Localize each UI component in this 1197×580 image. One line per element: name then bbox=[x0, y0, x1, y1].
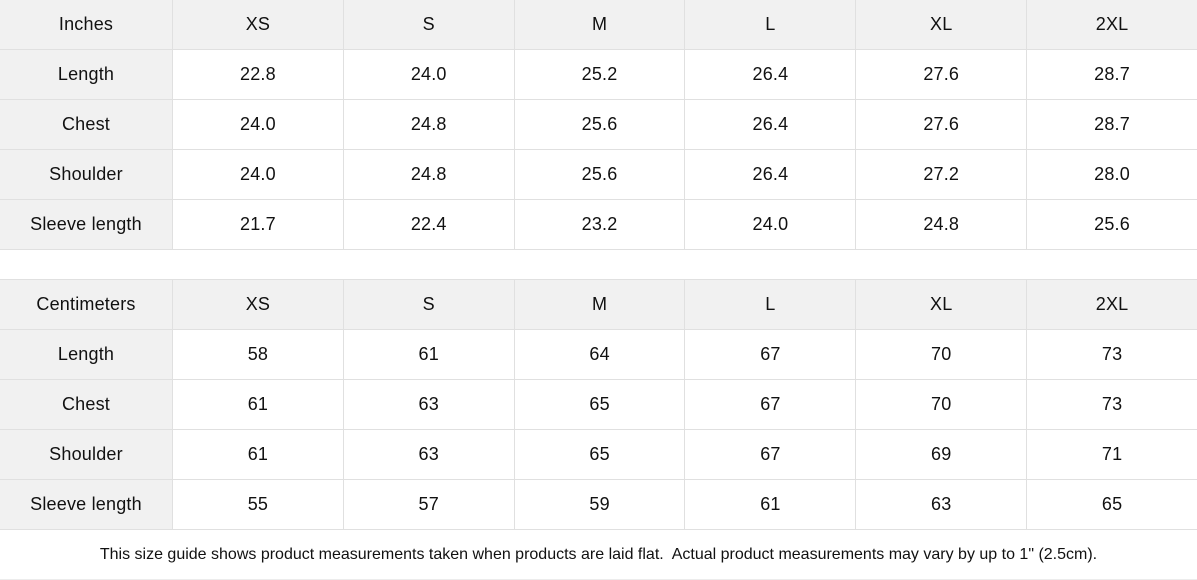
value-cell: 26.4 bbox=[684, 50, 856, 100]
measurement-label-cell: Length bbox=[0, 50, 172, 100]
size-header-cell-xs: XS bbox=[172, 0, 343, 50]
value-cell: 73 bbox=[1026, 330, 1197, 380]
value-cell: 65 bbox=[1026, 480, 1197, 530]
size-header-cell-m: M bbox=[513, 280, 685, 330]
centimeters-header-row: Centimeters XS S M L XL 2XL bbox=[0, 280, 1197, 330]
value-cell: 57 bbox=[342, 480, 514, 530]
value-cell: 61 bbox=[172, 430, 343, 480]
measurement-label-cell: Sleeve length bbox=[0, 480, 172, 530]
value-cell: 70 bbox=[855, 330, 1027, 380]
size-header-cell-l: L bbox=[684, 0, 856, 50]
measurement-label-cell: Chest bbox=[0, 100, 172, 150]
value-cell: 28.7 bbox=[1026, 100, 1197, 150]
size-header-cell-l: L bbox=[684, 280, 856, 330]
value-cell: 24.8 bbox=[342, 150, 514, 200]
value-cell: 24.0 bbox=[172, 150, 343, 200]
value-cell: 26.4 bbox=[684, 100, 856, 150]
size-header-cell-xl: XL bbox=[855, 280, 1027, 330]
value-cell: 28.0 bbox=[1026, 150, 1197, 200]
value-cell: 63 bbox=[342, 380, 514, 430]
measurement-label-cell: Chest bbox=[0, 380, 172, 430]
measurement-label-cell: Sleeve length bbox=[0, 200, 172, 250]
table-row-length: Length 22.8 24.0 25.2 26.4 27.6 28.7 bbox=[0, 50, 1197, 100]
size-header-cell-xs: XS bbox=[172, 280, 343, 330]
unit-header-cell: Inches bbox=[0, 0, 172, 50]
value-cell: 24.0 bbox=[172, 100, 343, 150]
value-cell: 67 bbox=[684, 380, 856, 430]
value-cell: 27.6 bbox=[855, 100, 1027, 150]
value-cell: 64 bbox=[513, 330, 685, 380]
value-cell: 25.6 bbox=[513, 100, 685, 150]
measurement-label-cell: Length bbox=[0, 330, 172, 380]
value-cell: 71 bbox=[1026, 430, 1197, 480]
value-cell: 67 bbox=[684, 430, 856, 480]
value-cell: 73 bbox=[1026, 380, 1197, 430]
value-cell: 61 bbox=[172, 380, 343, 430]
value-cell: 28.7 bbox=[1026, 50, 1197, 100]
value-cell: 22.4 bbox=[342, 200, 514, 250]
value-cell: 67 bbox=[684, 330, 856, 380]
value-cell: 25.6 bbox=[513, 150, 685, 200]
value-cell: 24.8 bbox=[855, 200, 1027, 250]
size-header-cell-m: M bbox=[513, 0, 685, 50]
value-cell: 65 bbox=[513, 430, 685, 480]
value-cell: 24.8 bbox=[342, 100, 514, 150]
table-row-sleeve-length: Sleeve length 55 57 59 61 63 65 bbox=[0, 480, 1197, 530]
value-cell: 24.0 bbox=[342, 50, 514, 100]
table-row-length: Length 58 61 64 67 70 73 bbox=[0, 330, 1197, 380]
table-row-chest: Chest 61 63 65 67 70 73 bbox=[0, 380, 1197, 430]
value-cell: 22.8 bbox=[172, 50, 343, 100]
value-cell: 63 bbox=[342, 430, 514, 480]
value-cell: 59 bbox=[513, 480, 685, 530]
value-cell: 55 bbox=[172, 480, 343, 530]
value-cell: 69 bbox=[855, 430, 1027, 480]
value-cell: 27.6 bbox=[855, 50, 1027, 100]
size-header-cell-xl: XL bbox=[855, 0, 1027, 50]
footnote: This size guide shows product measuremen… bbox=[0, 530, 1197, 580]
table-row-shoulder: Shoulder 24.0 24.8 25.6 26.4 27.2 28.0 bbox=[0, 150, 1197, 200]
size-header-cell-2xl: 2XL bbox=[1026, 0, 1197, 50]
unit-header-cell: Centimeters bbox=[0, 280, 172, 330]
centimeters-table: Centimeters XS S M L XL 2XL Length 58 61… bbox=[0, 280, 1197, 530]
size-header-cell-s: S bbox=[342, 280, 514, 330]
measurement-label-cell: Shoulder bbox=[0, 150, 172, 200]
value-cell: 24.0 bbox=[684, 200, 856, 250]
value-cell: 27.2 bbox=[855, 150, 1027, 200]
inches-table: Inches XS S M L XL 2XL Length 22.8 24.0 … bbox=[0, 0, 1197, 250]
table-row-shoulder: Shoulder 61 63 65 67 69 71 bbox=[0, 430, 1197, 480]
value-cell: 65 bbox=[513, 380, 685, 430]
size-header-cell-2xl: 2XL bbox=[1026, 280, 1197, 330]
value-cell: 63 bbox=[855, 480, 1027, 530]
inches-header-row: Inches XS S M L XL 2XL bbox=[0, 0, 1197, 50]
measurement-label-cell: Shoulder bbox=[0, 430, 172, 480]
value-cell: 21.7 bbox=[172, 200, 343, 250]
size-header-cell-s: S bbox=[342, 0, 514, 50]
value-cell: 70 bbox=[855, 380, 1027, 430]
value-cell: 26.4 bbox=[684, 150, 856, 200]
table-row-sleeve-length: Sleeve length 21.7 22.4 23.2 24.0 24.8 2… bbox=[0, 200, 1197, 250]
table-row-chest: Chest 24.0 24.8 25.6 26.4 27.6 28.7 bbox=[0, 100, 1197, 150]
table-separator bbox=[0, 250, 1197, 280]
value-cell: 58 bbox=[172, 330, 343, 380]
value-cell: 61 bbox=[342, 330, 514, 380]
value-cell: 25.6 bbox=[1026, 200, 1197, 250]
value-cell: 23.2 bbox=[513, 200, 685, 250]
value-cell: 25.2 bbox=[513, 50, 685, 100]
value-cell: 61 bbox=[684, 480, 856, 530]
